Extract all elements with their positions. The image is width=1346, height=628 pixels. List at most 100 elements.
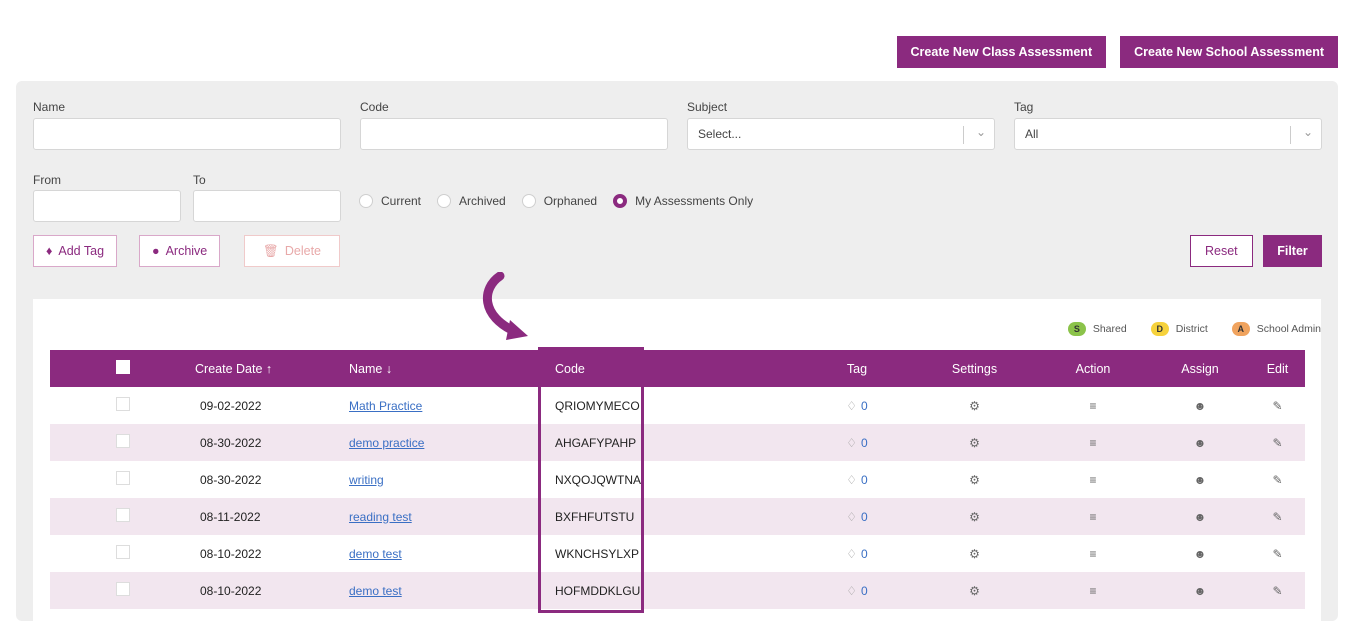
row-code: BXFHFUTSTU	[555, 509, 635, 524]
col-edit: Edit	[1266, 361, 1289, 376]
edit-icon[interactable]: ✎	[1272, 546, 1283, 561]
edit-icon[interactable]: ✎	[1272, 435, 1283, 450]
row-tag-count: 0	[861, 583, 868, 598]
assign-user-icon[interactable]: ☻	[1193, 509, 1207, 524]
gear-icon[interactable]: ⚙	[969, 472, 980, 487]
assign-user-icon[interactable]: ☻	[1193, 435, 1207, 450]
row-name-link[interactable]: demo test	[349, 546, 402, 561]
subject-label: Subject	[687, 100, 728, 114]
assign-user-icon[interactable]: ☻	[1193, 546, 1207, 561]
menu-lines-icon[interactable]: ≡	[1089, 546, 1097, 561]
row-tag[interactable]: ♢ 0	[801, 535, 913, 572]
legend-shared: S Shared	[1067, 322, 1127, 336]
row-checkbox[interactable]	[115, 397, 130, 411]
row-checkbox[interactable]	[115, 508, 130, 522]
row-code: HOFMDDKLGU	[555, 583, 641, 598]
tag-icon: ♦	[46, 244, 53, 258]
menu-lines-icon[interactable]: ≡	[1089, 583, 1097, 598]
row-checkbox[interactable]	[115, 434, 130, 448]
radio-current-label: Current	[381, 194, 422, 208]
col-code: Code	[555, 361, 585, 376]
district-badge: D	[1150, 322, 1169, 336]
col-tag: Tag	[846, 361, 868, 376]
row-tag[interactable]: ♢ 0	[801, 498, 913, 535]
radio-archived-label: Archived	[459, 194, 506, 208]
legend: S Shared D District A School Admin	[1044, 322, 1321, 336]
menu-lines-icon[interactable]: ≡	[1089, 509, 1097, 524]
row-code: WKNCHSYLXP	[555, 546, 640, 561]
row-create-date: 08-10-2022	[200, 583, 262, 598]
row-checkbox[interactable]	[115, 471, 130, 485]
to-date-input[interactable]	[193, 190, 341, 222]
tag-select[interactable]: All ⌄	[1014, 118, 1322, 150]
archive-button[interactable]: ● Archive	[139, 235, 221, 267]
row-code: AHGAFYPAHP	[555, 435, 637, 450]
top-actions: Create New Class Assessment Create New S…	[896, 36, 1338, 68]
table-header-row: Create Date ↑ Name ↓ Code Tag Settings A…	[50, 350, 1305, 387]
add-tag-button[interactable]: ♦ Add Tag	[33, 235, 118, 267]
subject-select-value: Select...	[698, 127, 742, 141]
select-separator	[1290, 126, 1291, 144]
gear-icon[interactable]: ⚙	[969, 435, 980, 450]
row-tag-count: 0	[861, 546, 868, 561]
tag-outline-icon: ♢	[846, 583, 858, 598]
from-date-input[interactable]	[33, 190, 181, 222]
radio-current[interactable]	[359, 194, 373, 208]
shared-label: Shared	[1092, 323, 1127, 335]
select-all-checkbox[interactable]	[115, 360, 130, 374]
edit-icon[interactable]: ✎	[1272, 583, 1283, 598]
row-name-link[interactable]: demo practice	[349, 435, 425, 450]
row-name-link[interactable]: writing	[349, 472, 384, 487]
col-assign: Assign	[1181, 361, 1219, 376]
tag-outline-icon: ♢	[846, 509, 858, 524]
chevron-down-icon: ⌄	[975, 125, 986, 139]
filter-button[interactable]: Filter	[1263, 235, 1322, 267]
delete-button[interactable]: 🗑 Delete	[244, 235, 341, 267]
radio-orphaned[interactable]	[521, 194, 536, 208]
gear-icon[interactable]: ⚙	[969, 546, 980, 561]
legend-school-admin: A School Admin	[1231, 322, 1321, 336]
col-create-date[interactable]: Create Date ↑	[195, 361, 273, 376]
edit-icon[interactable]: ✎	[1272, 509, 1283, 524]
row-code: NXQOJQWTNA	[555, 472, 641, 487]
row-checkbox[interactable]	[115, 545, 130, 559]
col-action: Action	[1075, 361, 1111, 376]
edit-icon[interactable]: ✎	[1272, 398, 1283, 413]
assign-user-icon[interactable]: ☻	[1193, 583, 1207, 598]
row-tag[interactable]: ♢ 0	[801, 572, 913, 609]
table-row: 09-02-2022 Math Practice QRIOMYMECO ♢ 0 ⚙ ≡ ☻ ✎	[50, 387, 1305, 424]
row-tag[interactable]: ♢ 0	[801, 461, 913, 498]
edit-icon[interactable]: ✎	[1272, 472, 1283, 487]
archive-icon: ●	[152, 244, 160, 258]
create-class-assessment-button[interactable]: Create New Class Assessment	[896, 36, 1107, 68]
radio-my-assessments[interactable]	[613, 194, 628, 208]
name-input[interactable]	[33, 118, 341, 150]
gear-icon[interactable]: ⚙	[969, 398, 980, 413]
menu-lines-icon[interactable]: ≡	[1089, 398, 1097, 413]
table-row: 08-30-2022 demo practice AHGAFYPAHP ♢ 0 ⚙ ≡ ☻ ✎	[50, 424, 1305, 461]
row-name-link[interactable]: reading test	[349, 509, 412, 524]
assessments-table: Create Date ↑ Name ↓ Code Tag Settings A…	[50, 350, 1305, 609]
curved-arrow-icon	[482, 272, 528, 340]
menu-lines-icon[interactable]: ≡	[1089, 435, 1097, 450]
gear-icon[interactable]: ⚙	[969, 583, 980, 598]
gear-icon[interactable]: ⚙	[969, 509, 980, 524]
menu-lines-icon[interactable]: ≡	[1089, 472, 1097, 487]
assign-user-icon[interactable]: ☻	[1193, 398, 1207, 413]
row-tag[interactable]: ♢ 0	[801, 387, 913, 424]
col-name[interactable]: Name ↓	[349, 361, 393, 376]
row-code: QRIOMYMECO	[555, 398, 640, 413]
row-tag[interactable]: ♢ 0	[801, 424, 913, 461]
row-checkbox[interactable]	[115, 582, 130, 596]
reset-button[interactable]: Reset	[1190, 235, 1253, 267]
code-input[interactable]	[360, 118, 668, 150]
radio-archived[interactable]	[437, 194, 452, 208]
row-create-date: 08-30-2022	[200, 472, 262, 487]
row-name-link[interactable]: demo test	[349, 583, 402, 598]
subject-select[interactable]: Select... ⌄	[687, 118, 995, 150]
trash-icon: 🗑	[263, 243, 279, 258]
row-name-link[interactable]: Math Practice	[349, 398, 423, 413]
create-school-assessment-button[interactable]: Create New School Assessment	[1120, 36, 1338, 68]
assign-user-icon[interactable]: ☻	[1193, 472, 1207, 487]
name-label: Name	[33, 100, 66, 114]
